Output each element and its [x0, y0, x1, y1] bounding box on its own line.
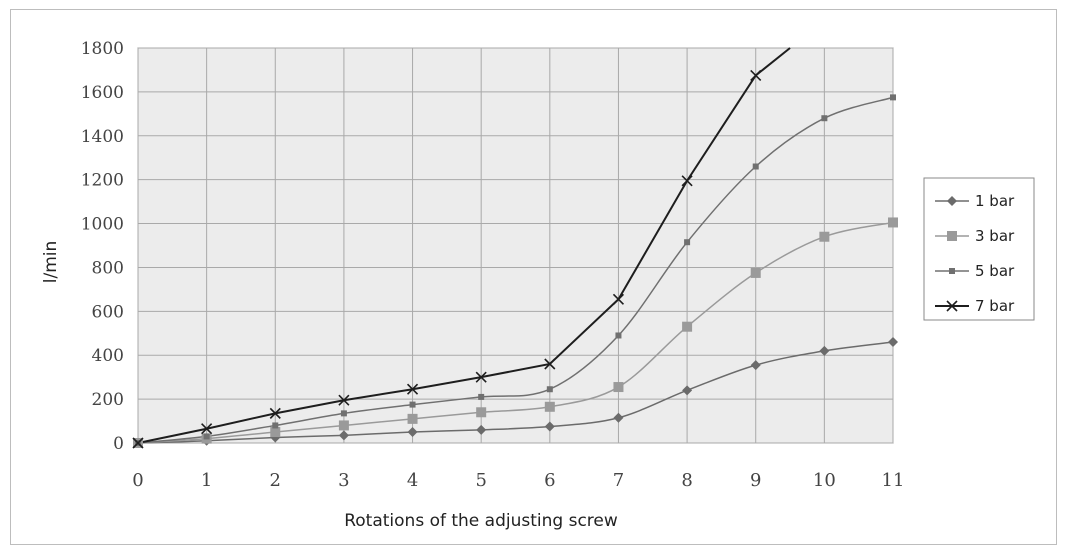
x-marker-stroke — [612, 293, 625, 305]
data-point — [476, 407, 487, 418]
x-tick-label: 1 — [201, 470, 212, 491]
legend-item: 5 bar — [935, 262, 1015, 280]
x-marker-stroke — [544, 358, 556, 370]
y-axis-ticks: 0 200 400 600 800 1000 1200 1400 1600 1800 — [81, 39, 124, 454]
y-tick-label: 200 — [92, 390, 124, 410]
x-tick-label: 4 — [407, 470, 418, 491]
x-tick-label: 0 — [132, 470, 143, 491]
y-tick-label: 600 — [92, 302, 124, 322]
data-point — [270, 427, 281, 438]
data-point — [888, 217, 898, 228]
data-point — [819, 345, 830, 356]
legend-marker — [947, 231, 957, 241]
data-point — [888, 337, 898, 348]
x-tick-label: 9 — [750, 470, 761, 491]
plot-area — [137, 47, 894, 444]
legend-item: 1 bar — [935, 192, 1015, 210]
y-tick-label: 1600 — [81, 83, 124, 103]
y-tick-label: 1800 — [81, 39, 124, 59]
legend: 1 bar 3 bar 5 bar 7 bar — [923, 177, 1035, 321]
x-tick-label: 7 — [613, 470, 624, 491]
legend-label: 7 bar — [975, 297, 1015, 315]
legend-marker — [947, 196, 957, 206]
legend-label: 1 bar — [975, 192, 1015, 210]
x-marker-stroke — [406, 383, 419, 395]
data-point — [406, 383, 419, 395]
data-point — [613, 412, 624, 423]
series-markers — [132, 69, 898, 449]
data-point — [684, 239, 691, 246]
data-point — [544, 401, 555, 412]
data-point — [407, 413, 418, 424]
y-tick-label: 400 — [92, 346, 124, 366]
data-point — [615, 332, 622, 339]
data-point — [613, 382, 624, 393]
legend-label: 3 bar — [975, 227, 1015, 245]
x-tick-label: 5 — [475, 470, 486, 491]
data-point — [338, 394, 350, 406]
y-tick-label: 800 — [92, 258, 124, 278]
data-point — [475, 371, 487, 383]
y-tick-label: 1400 — [81, 127, 124, 147]
data-point — [750, 267, 761, 278]
legend-marker — [949, 268, 955, 274]
x-axis-title: Rotations of the adjusting screw — [344, 511, 618, 531]
x-marker-stroke — [750, 69, 762, 81]
data-point — [546, 386, 553, 393]
data-point — [272, 422, 279, 429]
data-point — [682, 385, 693, 396]
data-point — [203, 433, 210, 440]
x-tick-label: 11 — [882, 470, 905, 491]
y-tick-label: 1000 — [81, 215, 124, 235]
x-tick-label: 3 — [338, 470, 349, 491]
x-marker-stroke — [946, 300, 958, 312]
data-point — [750, 360, 761, 371]
x-marker-stroke — [681, 175, 693, 187]
x-tick-label: 8 — [681, 470, 692, 491]
x-marker-stroke — [132, 437, 144, 449]
data-point — [819, 231, 830, 242]
data-point — [407, 427, 418, 438]
y-tick-label: 1200 — [81, 171, 124, 191]
x-marker-stroke — [338, 394, 350, 406]
x-tick-label: 10 — [813, 470, 836, 491]
x-marker-stroke — [475, 371, 487, 383]
x-marker-stroke — [201, 423, 213, 435]
data-point — [476, 424, 487, 435]
data-point — [821, 115, 828, 122]
legend-item: 3 bar — [935, 227, 1015, 245]
data-point — [338, 430, 349, 441]
data-point — [340, 410, 347, 417]
data-point — [132, 437, 144, 449]
data-point — [269, 407, 281, 419]
data-point — [338, 420, 349, 431]
data-point — [681, 175, 693, 187]
data-point — [612, 293, 625, 305]
x-marker-stroke — [269, 407, 281, 419]
legend-marker — [946, 300, 958, 312]
data-point — [201, 423, 213, 435]
data-point — [752, 163, 759, 170]
series-line-1-bar — [137, 341, 894, 444]
legend-label: 5 bar — [975, 262, 1015, 280]
data-point — [478, 393, 485, 400]
legend-item: 7 bar — [935, 297, 1015, 315]
data-point — [750, 69, 762, 81]
x-tick-label: 2 — [270, 470, 281, 491]
data-point — [544, 421, 555, 432]
data-point — [409, 401, 416, 408]
x-tick-label: 6 — [544, 470, 555, 491]
data-point — [544, 358, 556, 370]
x-axis-ticks: 0 1 2 3 4 5 6 7 8 9 10 11 — [132, 470, 904, 491]
y-tick-label: 0 — [113, 434, 124, 454]
data-point — [890, 94, 896, 101]
y-axis-title: l/min — [41, 241, 61, 284]
gridlines — [137, 47, 894, 444]
data-point — [682, 321, 693, 332]
